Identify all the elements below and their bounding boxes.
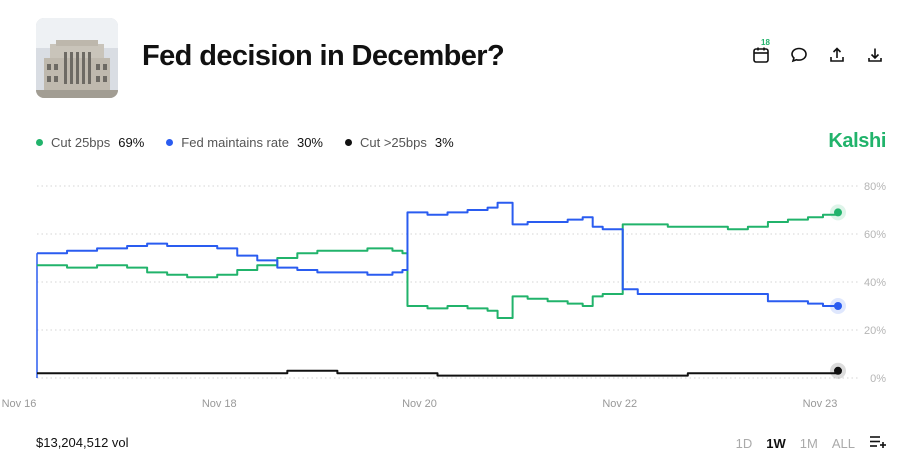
x-tick-label: Nov 23: [803, 398, 838, 410]
range-selector: 1D 1W 1M ALL: [736, 435, 887, 452]
chart-legend: Cut 25bps 69% Fed maintains rate 30% Cut…: [36, 135, 476, 150]
calendar-button[interactable]: 18: [750, 38, 772, 66]
x-tick-label: Nov 18: [202, 398, 237, 410]
comment-button[interactable]: [788, 44, 810, 66]
comment-icon: [791, 47, 807, 63]
share-button[interactable]: [826, 44, 848, 66]
y-tick-label: 60%: [864, 229, 886, 241]
series-end-point: [834, 208, 842, 217]
legend-label: Cut 25bps: [51, 135, 111, 150]
price-chart[interactable]: 80% 60% 40% 20% 0% Nov 16 Nov 18 Nov 20 Nov 22 No…: [0, 170, 912, 420]
page-title: Fed decision in December?: [142, 40, 505, 72]
y-tick-label: 80%: [864, 181, 886, 193]
legend-value: 69%: [118, 135, 145, 150]
y-tick-label: 40%: [864, 277, 886, 289]
calendar-icon: [753, 47, 769, 63]
legend-dot: [345, 139, 352, 146]
series-line-1: [37, 201, 838, 307]
y-tick-label: 0%: [870, 373, 886, 385]
range-1d[interactable]: 1D: [735, 436, 753, 451]
y-tick-label: 20%: [864, 325, 886, 337]
brand-logo[interactable]: Kalshi: [828, 130, 886, 152]
legend-dot: [36, 139, 43, 146]
x-tick-label: Nov 16: [2, 398, 37, 410]
legend-value: 30%: [296, 135, 323, 150]
series-line-2: [37, 369, 839, 377]
legend-label: Cut >25bps: [360, 135, 427, 150]
series-line-0: [37, 212, 839, 319]
legend-item-cut-25bps[interactable]: Cut 25bps 69%: [36, 135, 144, 150]
legend-label: Fed maintains rate: [181, 135, 289, 150]
share-icon: [830, 47, 844, 62]
chart-settings-button[interactable]: [869, 435, 887, 452]
toolbar: 18: [750, 38, 886, 66]
download-button[interactable]: [864, 44, 886, 66]
x-tick-label: Nov 20: [402, 398, 437, 410]
legend-value: 3%: [434, 135, 454, 150]
volume-label: $13,204,512 vol: [36, 435, 129, 450]
download-icon: [868, 48, 882, 62]
market-thumbnail-image: [36, 18, 118, 98]
market-header: Fed decision in December? 18: [36, 18, 886, 98]
range-1w[interactable]: 1W: [766, 436, 786, 451]
series-end-point: [834, 366, 842, 375]
legend-item-cut-over-25bps[interactable]: Cut >25bps 3%: [345, 135, 454, 150]
chart-footer: $13,204,512 vol 1D 1W 1M ALL: [36, 433, 887, 453]
calendar-badge: 18: [761, 38, 770, 47]
series-end-point: [834, 302, 842, 310]
legend-dot: [166, 139, 174, 146]
range-all[interactable]: ALL: [831, 436, 855, 451]
legend-item-fed-maintains-rate[interactable]: Fed maintains rate 30%: [166, 135, 323, 150]
add-list-icon: [870, 436, 886, 448]
range-1m[interactable]: 1M: [799, 436, 818, 451]
x-tick-label: Nov 22: [602, 398, 637, 410]
